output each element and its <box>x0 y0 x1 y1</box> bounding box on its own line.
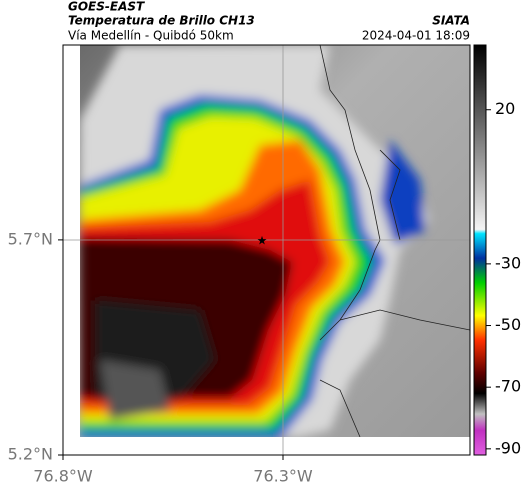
satellite-image <box>80 45 470 437</box>
x-tick-label: 76.8°W <box>33 467 93 486</box>
colorbar-tick-label: -70 <box>495 377 521 396</box>
colorbar-tick-label: 20 <box>495 99 515 118</box>
datetime: 2024-04-01 18:09 <box>362 29 470 43</box>
x-tick-label: 76.3°W <box>253 467 313 486</box>
colorbar <box>473 44 487 456</box>
subtitle: Vía Medellín - Quibdó 50km <box>68 29 234 43</box>
map-border <box>62 44 471 456</box>
y-tick-label: 5.7°N <box>8 229 53 248</box>
location-marker: ★ <box>257 234 268 248</box>
source-label: GOES-EAST <box>68 0 145 14</box>
colorbar-tick-label: -90 <box>495 438 521 457</box>
title: Temperatura de Brillo CH13 <box>68 14 255 28</box>
colorbar-tick-label: -50 <box>495 315 521 334</box>
colorbar-tick-label: -30 <box>495 253 521 272</box>
brand: SIATA <box>432 14 470 28</box>
y-tick-label: 5.2°N <box>8 445 53 464</box>
